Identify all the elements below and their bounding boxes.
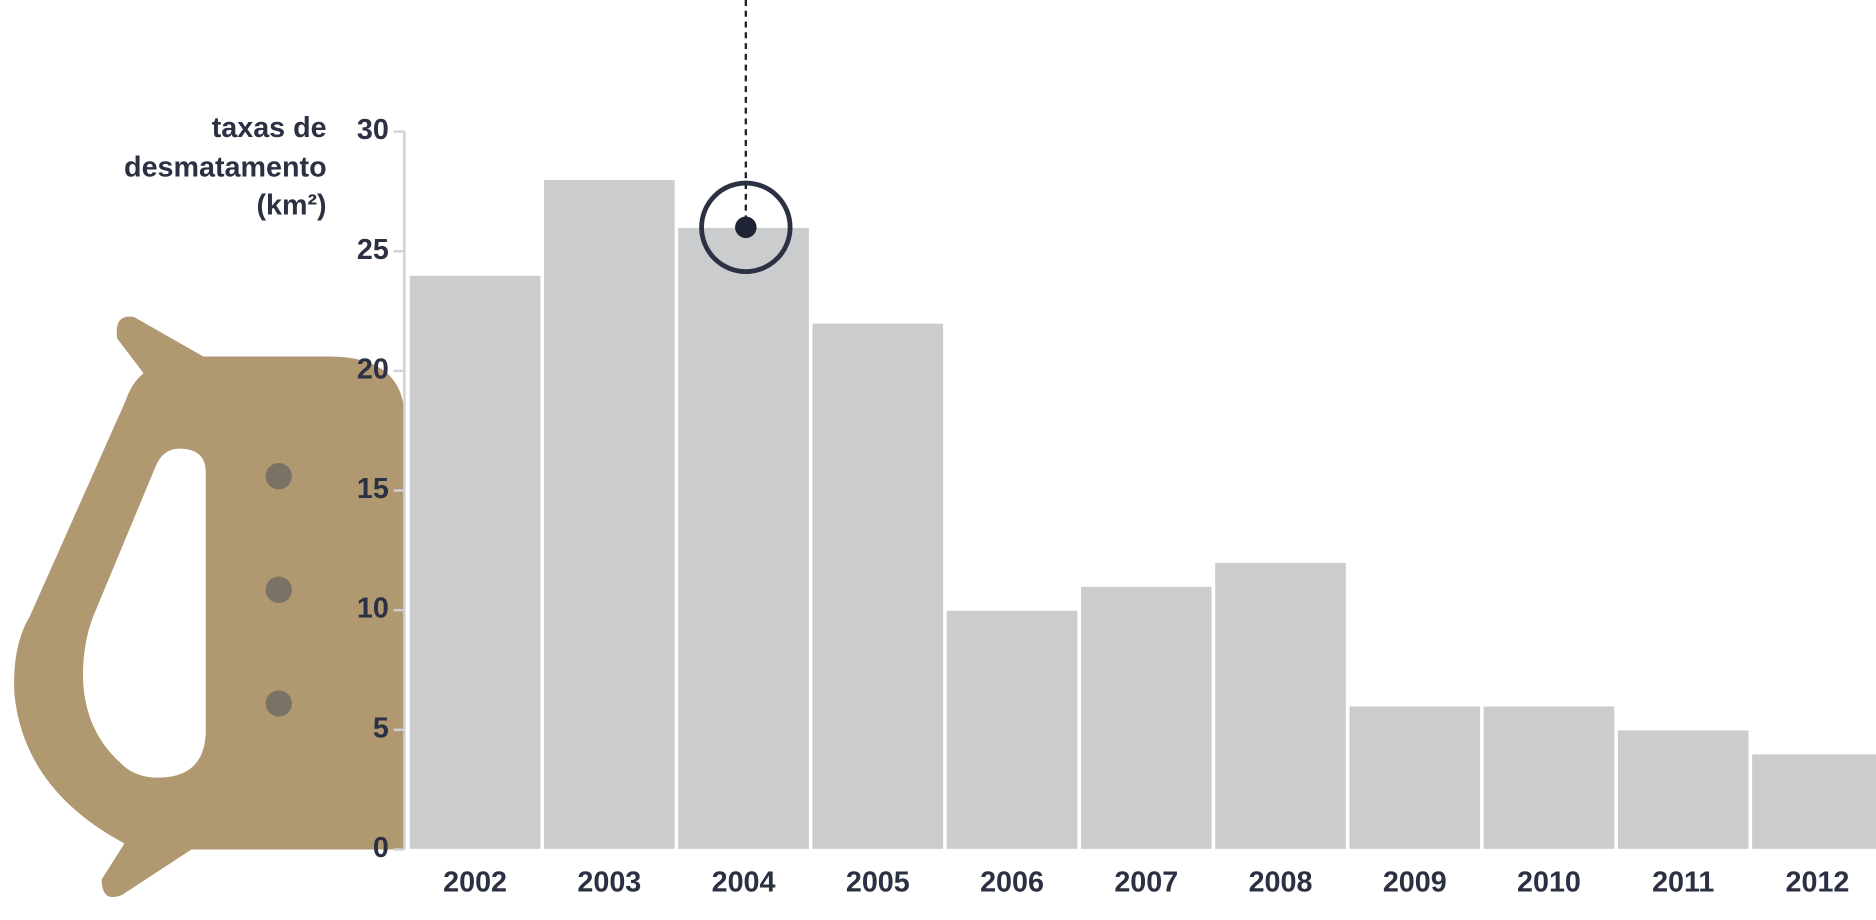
- x-tick-label: 2008: [1249, 867, 1313, 899]
- x-tick-label: 2009: [1383, 867, 1447, 899]
- x-tick-label: 2006: [980, 867, 1044, 899]
- y-tick-label: 20: [357, 353, 389, 385]
- bar: [409, 275, 541, 849]
- bar: [946, 610, 1078, 849]
- x-tick-label: 2004: [712, 867, 776, 899]
- bar: [1349, 706, 1481, 850]
- y-tick-label: 0: [373, 832, 389, 864]
- chart-body: taxas de desmatamento (km²) desmatamento…: [14, 0, 1876, 899]
- y-tick-label: 5: [373, 712, 389, 744]
- y-axis-label: desmatamento: [124, 151, 327, 183]
- bar: [1080, 586, 1212, 849]
- x-tick-label: 2003: [577, 867, 641, 899]
- bar: [1752, 754, 1876, 850]
- annotation: desmatamento: [763, 0, 1079, 9]
- highlight-dot: [735, 217, 757, 239]
- x-tick-label: 2007: [1114, 867, 1178, 899]
- saw-illustration: [14, 317, 404, 897]
- y-tick-label: 10: [357, 593, 389, 625]
- x-tick-label: 2005: [846, 867, 910, 899]
- bar: [812, 323, 944, 849]
- bar: [678, 227, 810, 849]
- x-tick-label: 2011: [1652, 867, 1714, 899]
- bar: [1617, 730, 1749, 850]
- y-tick-label: 25: [357, 234, 389, 266]
- y-axis-label: taxas de: [212, 112, 327, 144]
- x-tick-label: 2012: [1786, 867, 1850, 899]
- bar: [543, 179, 675, 849]
- chart: taxas de desmatamento (km²) desmatamento…: [0, 0, 1876, 920]
- bar: [1215, 562, 1347, 849]
- y-tick-label: 15: [357, 473, 389, 505]
- x-tick-label: 2010: [1517, 867, 1581, 899]
- y-tick-label: 30: [357, 114, 389, 146]
- x-tick-label: 2002: [443, 867, 507, 899]
- y-axis-label: (km²): [256, 190, 326, 222]
- bar: [1483, 706, 1615, 850]
- page: {"chart_data": {"type": "bar", "y_label"…: [0, 0, 1876, 920]
